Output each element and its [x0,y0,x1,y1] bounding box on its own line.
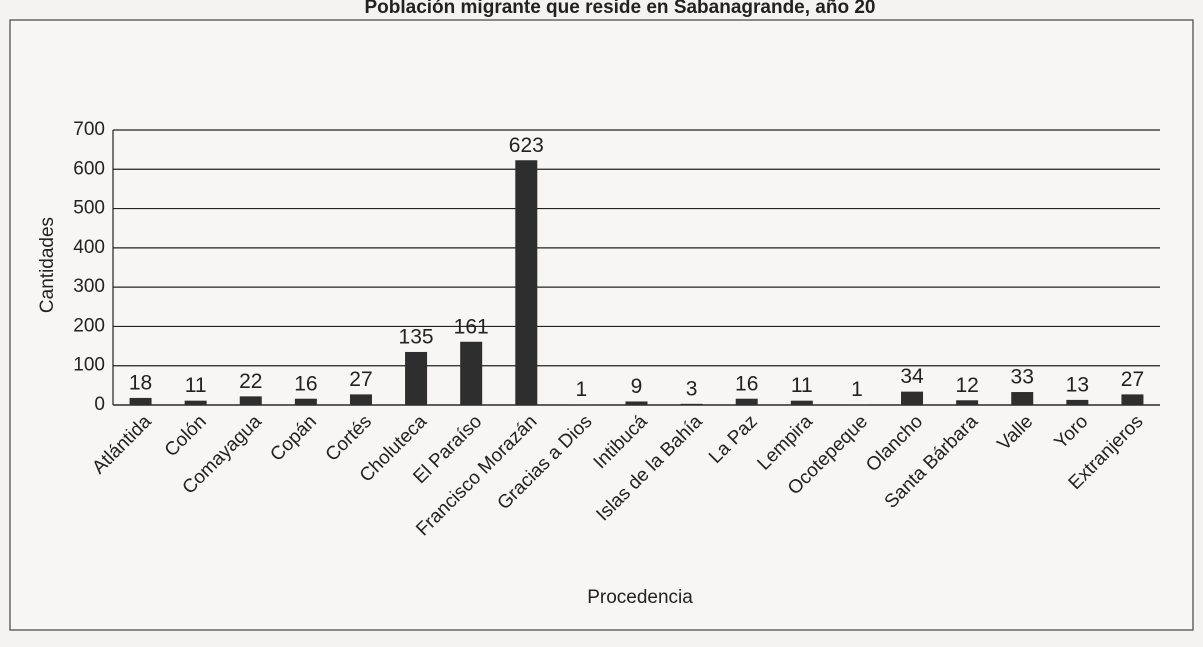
y-tick-label: 0 [94,394,105,415]
bar [1011,392,1034,405]
value-label: 27 [1121,368,1144,391]
value-label: 16 [735,372,758,395]
value-label: 16 [294,372,317,395]
value-label: 27 [349,368,372,391]
bar [405,351,428,405]
value-label: 3 [686,377,698,400]
bar [625,401,648,405]
value-label: 1 [851,378,863,401]
bar [184,400,207,405]
y-tick-label: 500 [73,198,105,219]
bar [460,341,483,405]
y-axis-label: Cantidades [37,217,58,313]
value-label: 161 [454,315,489,338]
bar [735,398,758,405]
value-label: 13 [1066,373,1089,396]
value-label: 11 [185,374,207,397]
value-label: 1 [576,378,588,401]
value-label: 135 [399,326,434,349]
bar [1066,399,1089,405]
x-axis-label: Procedencia [587,587,693,608]
bar [294,398,317,405]
y-tick-label: 700 [73,119,105,140]
bar [901,391,924,405]
value-label: 33 [1011,366,1034,389]
bar [790,400,813,405]
bar [515,160,538,405]
value-label: 18 [129,371,152,394]
value-label: 9 [631,375,643,398]
y-tick-label: 100 [73,355,105,376]
bar [1121,394,1144,405]
y-tick-label: 300 [73,276,105,297]
chart-title: Población migrante que reside en Sabanag… [364,0,875,18]
bar [239,396,262,405]
bar [349,394,372,405]
y-tick-label: 200 [73,315,105,336]
bar [129,397,152,405]
value-label: 623 [509,134,544,157]
value-label: 22 [239,370,262,393]
y-tick-label: 400 [73,237,105,258]
y-tick-label: 600 [73,158,105,179]
bar [680,403,703,405]
value-label: 12 [955,374,978,397]
bar [956,400,979,405]
value-label: 34 [900,365,924,388]
chart-frame [9,19,1194,631]
value-label: 11 [791,374,813,397]
